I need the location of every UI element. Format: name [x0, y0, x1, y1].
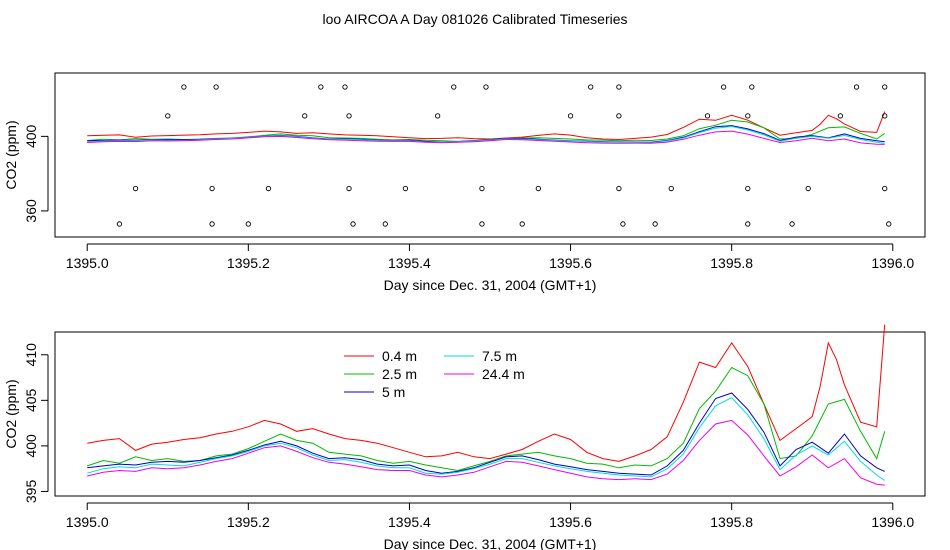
- marker-point: [620, 221, 626, 227]
- series-line-2-5-m: [87, 366, 886, 472]
- marker-point: [451, 84, 457, 90]
- y-tick-label: 405: [23, 388, 39, 412]
- series-line-24-4-m: [87, 419, 885, 486]
- legend-label: 5 m: [382, 384, 405, 400]
- x-tick-label: 1395.4: [388, 255, 431, 271]
- marker-point: [479, 221, 485, 227]
- marker-point: [745, 113, 751, 119]
- x-tick-label: 1396.0: [871, 514, 914, 530]
- legend-label: 7.5 m: [482, 348, 517, 364]
- y-tick-label: 360: [23, 199, 39, 223]
- panel-bottom: 1395.0 1395.2 1395.4 1395.6 1395.8 1396.0 Day …: [3, 324, 926, 550]
- marker-point: [245, 221, 251, 227]
- y-tick-label: 410: [23, 343, 39, 367]
- plot-frame: [54, 72, 926, 238]
- x-tick-label: 1395.8: [710, 255, 753, 271]
- x-tick-label: 1395.0: [66, 255, 109, 271]
- marker-point: [265, 185, 272, 192]
- marker-point: [382, 221, 388, 227]
- marker-point: [402, 185, 409, 192]
- marker-point: [882, 113, 888, 119]
- marker-point: [616, 113, 622, 119]
- marker-point: [567, 113, 574, 119]
- marker-point: [882, 185, 888, 192]
- plot-frame: [54, 331, 926, 497]
- x-tick-label: 1395.6: [549, 255, 592, 271]
- marker-point: [346, 113, 352, 119]
- marker-point: [749, 84, 755, 90]
- marker-point: [853, 84, 860, 90]
- marker-point: [181, 84, 187, 90]
- series-line-0-4-m: [87, 324, 886, 462]
- x-tick-label: 1396.0: [871, 255, 914, 271]
- marker-point: [588, 84, 594, 90]
- marker-point: [342, 84, 348, 90]
- x-tick-label: 1395.8: [710, 514, 753, 530]
- chart-title: loo AIRCOA A Day 081026 Calibrated Times…: [322, 11, 628, 27]
- marker-point: [209, 221, 215, 227]
- y-tick-label: 395: [23, 480, 39, 504]
- legend-label: 24.4 m: [482, 366, 525, 382]
- series-line-7-5-m: [87, 396, 885, 481]
- legend-label: 2.5 m: [382, 366, 417, 382]
- marker-point: [886, 221, 892, 227]
- marker-point: [616, 185, 622, 192]
- marker-point: [535, 185, 541, 192]
- marker-point: [483, 84, 489, 90]
- marker-point: [805, 185, 811, 192]
- y-axis-label: CO2 (ppm): [3, 120, 19, 189]
- marker-point: [704, 113, 711, 119]
- legend-label: 0.4 m: [382, 348, 417, 364]
- marker-point: [882, 84, 888, 90]
- x-tick-label: 1395.2: [227, 255, 270, 271]
- panel-top: 1395.0 1395.2 1395.4 1395.6 1395.8 1396.0 Day …: [3, 72, 926, 293]
- marker-point: [213, 84, 219, 90]
- marker-point: [209, 185, 215, 192]
- marker-point: [302, 113, 308, 119]
- marker-point: [350, 221, 356, 227]
- marker-point: [668, 185, 674, 192]
- y-tick-label: 400: [23, 434, 39, 458]
- y-tick-label: 400: [23, 124, 39, 148]
- marker-point: [479, 185, 485, 192]
- x-axis-label: Day since Dec. 31, 2004 (GMT+1): [384, 536, 597, 550]
- series-line-7-5-m: [87, 125, 885, 144]
- x-tick-label: 1395.4: [388, 514, 431, 530]
- marker-point: [720, 84, 727, 90]
- series-line-24-4-m: [87, 130, 885, 145]
- marker-point: [165, 113, 171, 119]
- marker-point: [346, 185, 352, 192]
- marker-point: [318, 84, 324, 90]
- marker-point: [837, 113, 844, 119]
- marker-point: [132, 185, 139, 192]
- x-tick-label: 1395.0: [66, 514, 109, 530]
- marker-point: [519, 221, 525, 227]
- x-tick-label: 1395.6: [549, 514, 592, 530]
- marker-point: [789, 221, 795, 227]
- marker-point: [616, 84, 622, 90]
- marker-point: [745, 185, 751, 192]
- series-line-5-m: [87, 392, 885, 476]
- y-axis-label: CO2 (ppm): [3, 379, 19, 448]
- x-tick-label: 1395.2: [227, 514, 270, 530]
- x-axis-label: Day since Dec. 31, 2004 (GMT+1): [384, 277, 597, 293]
- marker-point: [652, 221, 658, 227]
- marker-point: [116, 221, 123, 227]
- marker-point: [745, 221, 751, 227]
- legend: 0.4 m 2.5 m 5 m 7.5 m 24.4 m: [344, 348, 525, 400]
- marker-point: [434, 113, 441, 119]
